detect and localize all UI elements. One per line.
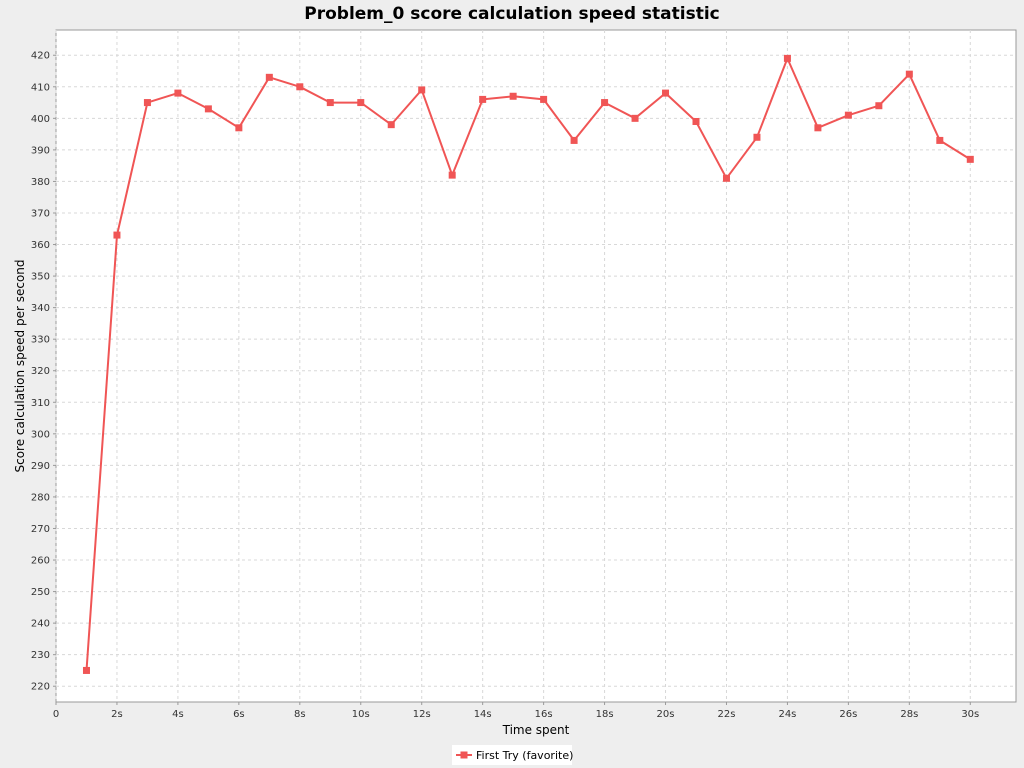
y-tick-label: 260	[31, 556, 50, 567]
data-point	[113, 231, 121, 239]
data-point	[631, 114, 639, 122]
data-point	[357, 99, 365, 107]
x-tick-label: 28s	[900, 709, 918, 720]
data-point	[540, 95, 548, 103]
data-point	[722, 174, 730, 182]
data-point	[601, 99, 609, 107]
x-tick-label: 20s	[657, 709, 675, 720]
series-layer	[82, 54, 974, 674]
y-tick-label: 350	[31, 272, 50, 283]
y-tick-label: 310	[31, 398, 50, 409]
x-tick-label: 4s	[172, 709, 184, 720]
plot-area	[55, 29, 1017, 703]
data-point	[204, 105, 212, 113]
data-point	[509, 92, 517, 100]
y-tick-label: 360	[31, 240, 50, 251]
y-tick-label: 380	[31, 177, 50, 188]
legend-marker	[460, 751, 468, 759]
y-tick-label: 230	[31, 650, 50, 661]
data-point	[570, 136, 578, 144]
x-tick-label: 6s	[233, 709, 245, 720]
y-tick-label: 340	[31, 303, 50, 314]
y-tick-label: 370	[31, 208, 50, 219]
x-tick-label: 26s	[839, 709, 857, 720]
y-tick-label: 250	[31, 587, 50, 598]
x-tick-label: 16s	[535, 709, 553, 720]
data-point	[936, 136, 944, 144]
x-axis-ticks: 0 2s 4s 6s 8s 10s 12s 14s 16s 18s 20s 22s 24s 26s 28s 3…	[53, 702, 979, 720]
data-point	[479, 95, 487, 103]
data-point	[326, 99, 334, 107]
data-point	[265, 73, 273, 81]
x-tick-label: 18s	[596, 709, 614, 720]
y-tick-label: 290	[31, 461, 50, 472]
grid-lines	[55, 30, 1016, 702]
data-point	[296, 83, 304, 91]
x-tick-label: 12s	[413, 709, 431, 720]
data-point	[875, 102, 883, 110]
data-point	[143, 99, 151, 107]
x-tick-label: 8s	[294, 709, 306, 720]
y-tick-label: 420	[31, 51, 50, 62]
data-point	[448, 171, 456, 179]
y-axis-ticks: 220 230 240 250 260 270 280 290 300 310 320 330 340 3…	[31, 51, 56, 693]
data-point	[418, 86, 426, 94]
x-tick-label: 22s	[718, 709, 736, 720]
x-tick-label: 10s	[352, 709, 370, 720]
y-tick-label: 270	[31, 524, 50, 535]
data-point	[387, 121, 395, 129]
x-tick-label: 30s	[961, 709, 979, 720]
x-axis-label: Time spent	[502, 723, 570, 737]
data-point	[174, 89, 182, 97]
y-tick-label: 330	[31, 335, 50, 346]
data-point	[783, 54, 791, 62]
x-tick-label: 24s	[778, 709, 796, 720]
x-tick-label: 2s	[111, 709, 123, 720]
data-point	[662, 89, 670, 97]
y-tick-label: 280	[31, 492, 50, 503]
legend-label: First Try (favorite)	[476, 749, 573, 762]
legend-box	[452, 745, 572, 765]
data-point	[905, 70, 913, 78]
data-point	[844, 111, 852, 119]
x-tick-label: 14s	[474, 709, 492, 720]
data-point	[966, 155, 974, 163]
data-point	[82, 666, 90, 674]
y-tick-label: 390	[31, 145, 50, 156]
x-tick-label: 0	[53, 709, 59, 720]
data-point	[692, 117, 700, 125]
y-tick-label: 300	[31, 429, 50, 440]
y-tick-label: 410	[31, 82, 50, 93]
series-line	[85, 57, 971, 671]
data-point	[814, 124, 822, 132]
y-tick-label: 240	[31, 619, 50, 630]
data-point	[753, 133, 761, 141]
legend: First Try (favorite)	[452, 745, 573, 765]
data-point	[235, 124, 243, 132]
y-tick-label: 400	[31, 114, 50, 125]
chart-title: Problem_0 score calculation speed statis…	[304, 4, 719, 24]
y-tick-label: 220	[31, 682, 50, 693]
y-tick-label: 320	[31, 366, 50, 377]
y-axis-label: Score calculation speed per second	[13, 259, 27, 472]
